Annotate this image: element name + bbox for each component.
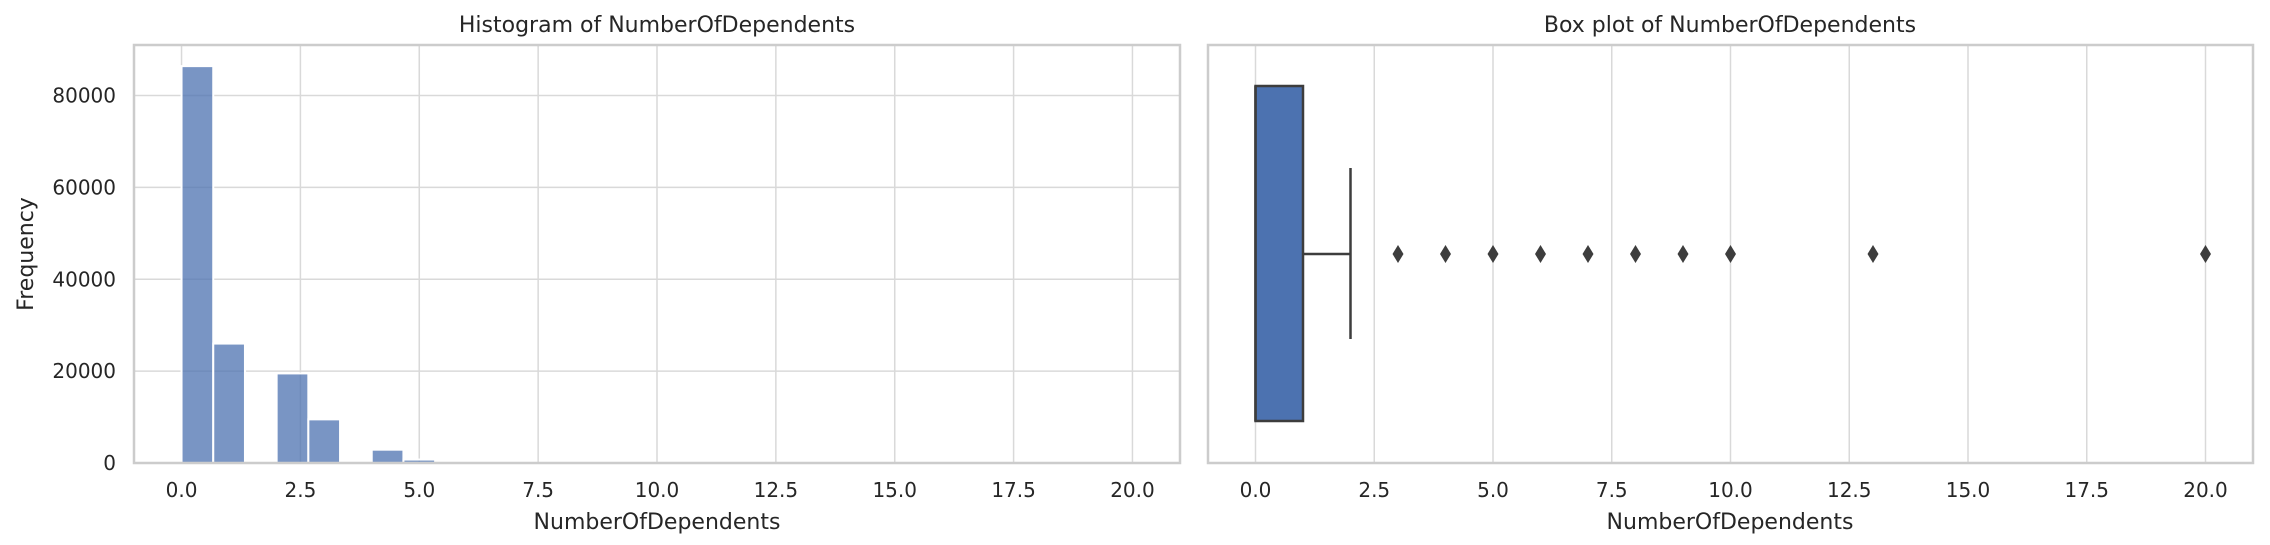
histogram-bar [275, 372, 310, 464]
boxplot-x-tick-label: 20.0 [2183, 478, 2228, 502]
boxplot-x-tick-label: 15.0 [1946, 478, 1991, 502]
boxplot-outlier-point [2200, 245, 2211, 263]
boxplot-plot-frame [1206, 43, 2255, 465]
boxplot-x-tick-label: 2.5 [1358, 478, 1390, 502]
histogram-plot-frame [132, 43, 1182, 465]
histogram-bar [212, 342, 246, 465]
boxplot-outlier-point [1677, 245, 1689, 263]
boxplot-outlier-point [1535, 245, 1546, 263]
histogram-x-tick-label: 20.0 [1110, 478, 1155, 502]
boxplot-outlier-point [1582, 245, 1594, 263]
boxplot-outlier-point [1725, 245, 1736, 263]
boxplot-x-tick-label: 10.0 [1708, 478, 1753, 502]
boxplot-x-tick-label: 7.5 [1596, 478, 1628, 502]
histogram-bar [307, 418, 342, 465]
boxplot-outlier-point [1867, 245, 1879, 263]
histogram-y-tick-label: 40000 [52, 267, 116, 291]
histogram-title: Histogram of NumberOfDependents [459, 13, 855, 38]
boxplot-outlier-point [1630, 245, 1641, 263]
histogram-x-tick-label: 12.5 [754, 478, 799, 502]
histogram-bar [180, 65, 215, 464]
boxplot-x-axis-label: NumberOfDependents [1607, 510, 1854, 535]
boxplot-panel: Box plot of NumberOfDependents 0.0 2.5 5.0… [1206, 13, 2255, 535]
histogram-y-tick-label: 0 [103, 451, 116, 475]
boxplot-x-tick-label: 5.0 [1477, 478, 1509, 502]
histogram-y-tick-label: 80000 [52, 84, 116, 108]
histogram-y-tick-label: 60000 [52, 175, 116, 199]
boxplot-outlier-point [1487, 245, 1499, 263]
boxplot-x-tick-label: 12.5 [1827, 478, 1872, 502]
histogram-x-tick-label: 0.0 [166, 478, 198, 502]
boxplot-outlier-point [1440, 245, 1451, 263]
boxplot-box [1254, 84, 1305, 423]
boxplot-outlier-point [1392, 245, 1404, 263]
histogram-y-tick-label: 20000 [52, 359, 116, 383]
histogram-x-tick-label: 2.5 [285, 478, 317, 502]
histogram-x-tick-label: 17.5 [991, 478, 1036, 502]
histogram-x-tick-label: 15.0 [872, 478, 917, 502]
histogram-bar [370, 448, 405, 464]
boxplot-x-tick-label: 0.0 [1240, 478, 1272, 502]
histogram-panel: Histogram of NumberOfDependents 0.0 2.5 5.… [14, 13, 1182, 535]
histogram-x-axis-label: NumberOfDependents [534, 510, 781, 535]
histogram-x-tick-label: 5.0 [403, 478, 435, 502]
histogram-x-tick-label: 7.5 [522, 478, 554, 502]
histogram-y-axis-label: Frequency [14, 197, 39, 311]
boxplot-title: Box plot of NumberOfDependents [1544, 13, 1916, 38]
histogram-x-tick-label: 10.0 [635, 478, 680, 502]
boxplot-x-tick-label: 17.5 [2064, 478, 2109, 502]
